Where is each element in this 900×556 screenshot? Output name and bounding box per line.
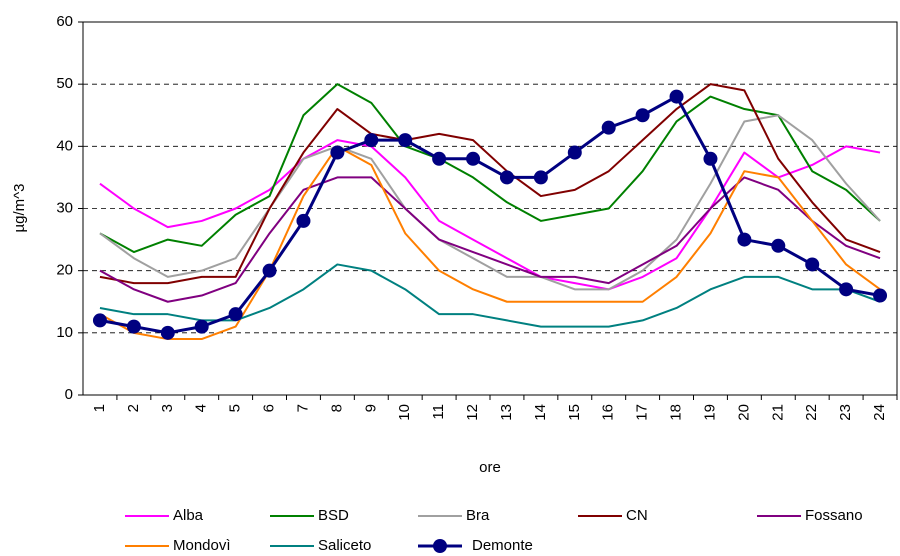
x-tick-label: 2 <box>125 404 142 412</box>
point <box>466 151 481 166</box>
series-line <box>99 83 881 285</box>
y-tick-label: 0 <box>65 386 73 403</box>
x-tick-label: 7 <box>294 404 311 412</box>
point <box>296 213 311 228</box>
y-tick-label: 20 <box>56 262 73 279</box>
point <box>737 232 752 247</box>
point <box>364 133 379 148</box>
legend-label: Alba <box>173 507 204 524</box>
point <box>160 325 175 340</box>
x-tick-label: 1 <box>91 404 108 412</box>
y-tick-label: 30 <box>56 199 73 216</box>
point <box>398 133 413 148</box>
y-tick-label: 40 <box>56 137 73 154</box>
legend-label: Bra <box>466 507 490 524</box>
series-line <box>99 114 881 291</box>
x-axis-label: ore <box>479 459 501 476</box>
legend-label: BSD <box>318 507 349 524</box>
point <box>567 145 582 160</box>
x-tick-label: 19 <box>701 404 718 421</box>
series-line <box>99 263 881 328</box>
point <box>635 108 650 123</box>
point <box>499 170 514 185</box>
point <box>432 151 447 166</box>
x-tick-label: 24 <box>871 404 888 421</box>
x-tick-label: 12 <box>464 404 481 421</box>
y-tick-label: 10 <box>56 324 73 341</box>
legend-label: Saliceto <box>318 537 371 554</box>
legend-label: Demonte <box>472 537 533 554</box>
series-line <box>99 176 881 303</box>
legend-label: CN <box>626 507 648 524</box>
point <box>601 120 616 135</box>
y-axis-label: µg/m^3 <box>11 183 28 232</box>
series-line <box>99 139 881 291</box>
x-tick-label: 9 <box>362 404 379 412</box>
point <box>194 319 209 334</box>
x-tick-label: 23 <box>837 404 854 421</box>
point <box>92 313 107 328</box>
x-tick-label: 18 <box>668 404 685 421</box>
point <box>873 288 888 303</box>
point <box>703 151 718 166</box>
point <box>330 145 345 160</box>
legend-label: Fossano <box>805 507 863 524</box>
point <box>805 257 820 272</box>
x-tick-label: 4 <box>193 404 210 412</box>
x-tick-label: 21 <box>769 404 786 421</box>
x-tick-label: 8 <box>328 404 345 412</box>
series-line <box>99 83 881 254</box>
x-tick-label: 6 <box>261 404 278 412</box>
x-tick-label: 17 <box>634 404 651 421</box>
x-tick-label: 16 <box>600 404 617 421</box>
x-tick-label: 13 <box>498 404 515 421</box>
series-line <box>99 145 881 341</box>
x-tick-label: 14 <box>532 404 549 421</box>
point <box>669 89 684 104</box>
point <box>533 170 548 185</box>
point <box>262 263 277 278</box>
x-tick-label: 22 <box>803 404 820 421</box>
legend-label: Mondovì <box>173 537 231 554</box>
point <box>228 307 243 322</box>
y-tick-label: 50 <box>56 75 73 92</box>
x-tick-label: 11 <box>430 404 447 420</box>
x-tick-label: 3 <box>159 404 176 412</box>
x-tick-label: 20 <box>735 404 752 421</box>
x-tick-label: 5 <box>227 404 244 412</box>
x-tick-label: 15 <box>566 404 583 421</box>
x-tick-label: 10 <box>396 404 413 421</box>
y-tick-label: 60 <box>56 13 73 30</box>
point <box>126 319 141 334</box>
point <box>771 238 786 253</box>
legend-marker <box>433 539 447 553</box>
point <box>839 282 854 297</box>
